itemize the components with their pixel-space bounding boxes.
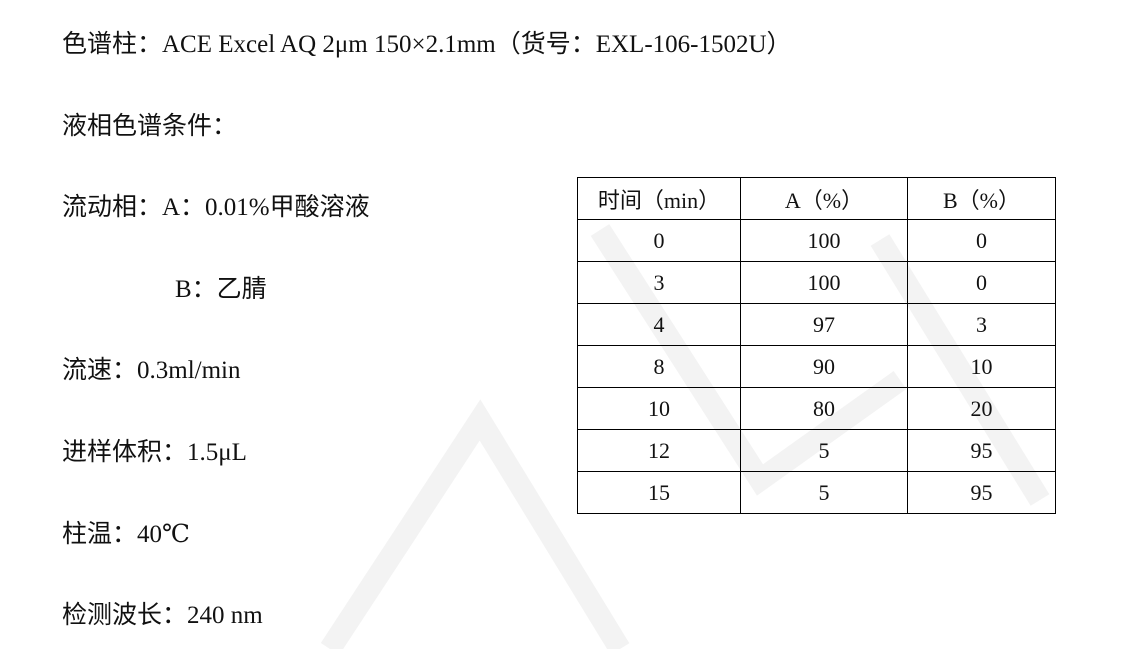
detection-wavelength: 检测波长：240 nm	[62, 602, 263, 629]
cell-time: 0	[577, 219, 741, 262]
cell-b: 0	[907, 219, 1056, 262]
table-header-row: 时间（min） A（%） B（%）	[577, 177, 1056, 220]
cell-b: 3	[907, 303, 1056, 346]
column-info: 色谱柱：ACE Excel AQ 2μm 150×2.1mm（货号：EXL-10…	[62, 31, 792, 58]
cell-a: 5	[740, 471, 908, 514]
cell-a: 100	[740, 261, 908, 304]
cell-a: 100	[740, 219, 908, 262]
cell-time: 3	[577, 261, 741, 304]
conditions-heading: 液相色谱条件：	[62, 113, 238, 140]
cell-b: 20	[907, 387, 1056, 430]
cell-b: 10	[907, 345, 1056, 388]
table-row: 12 5 95	[577, 429, 1056, 472]
table-row: 3 100 0	[577, 261, 1056, 304]
cell-b: 95	[907, 471, 1056, 514]
header-time: 时间（min）	[577, 177, 741, 220]
cell-time: 10	[577, 387, 741, 430]
mobile-phase-a: 流动相：A：0.01%甲酸溶液	[62, 194, 370, 221]
cell-b: 0	[907, 261, 1056, 304]
cell-time: 4	[577, 303, 741, 346]
cell-time: 8	[577, 345, 741, 388]
flow-rate: 流速：0.3ml/min	[62, 357, 241, 384]
table-row: 8 90 10	[577, 345, 1056, 388]
injection-volume: 进样体积：1.5μL	[62, 439, 247, 466]
mobile-phase-b: B：乙腈	[175, 276, 267, 303]
cell-b: 95	[907, 429, 1056, 472]
cell-a: 80	[740, 387, 908, 430]
table-row: 4 97 3	[577, 303, 1056, 346]
header-a: A（%）	[740, 177, 908, 220]
table-row: 0 100 0	[577, 219, 1056, 262]
gradient-table: 时间（min） A（%） B（%） 0 100 0 3 100 0 4 97 3 8 90 10…	[577, 177, 1056, 514]
cell-a: 5	[740, 429, 908, 472]
table-row: 10 80 20	[577, 387, 1056, 430]
column-temperature: 柱温：40℃	[62, 521, 190, 548]
header-b: B（%）	[907, 177, 1056, 220]
cell-a: 97	[740, 303, 908, 346]
cell-time: 12	[577, 429, 741, 472]
table-row: 15 5 95	[577, 471, 1056, 514]
cell-a: 90	[740, 345, 908, 388]
cell-time: 15	[577, 471, 741, 514]
